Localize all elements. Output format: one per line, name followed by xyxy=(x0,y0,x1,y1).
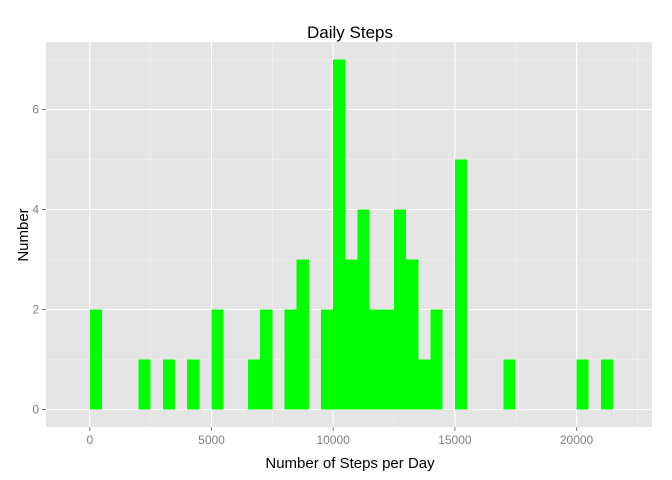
y-tick-label: 2 xyxy=(32,303,39,317)
histogram-bar xyxy=(381,309,395,410)
histogram-bar xyxy=(454,159,468,410)
x-tick-label: 15000 xyxy=(438,433,472,447)
histogram-bar xyxy=(503,359,516,410)
x-tick-label: 5000 xyxy=(198,433,225,447)
y-axis-title: Number xyxy=(15,208,32,261)
histogram-bar xyxy=(321,309,334,410)
histogram-bar xyxy=(138,359,151,410)
histogram-bar xyxy=(284,309,297,410)
histogram-bar xyxy=(418,359,431,410)
histogram-bar xyxy=(345,259,358,410)
histogram-bar xyxy=(333,59,346,410)
histogram-bar xyxy=(89,309,102,410)
histogram-bar xyxy=(248,359,261,410)
x-tick-label: 0 xyxy=(86,433,93,447)
y-tick-label: 6 xyxy=(32,103,39,117)
histogram-bar xyxy=(260,309,273,410)
histogram-bar xyxy=(357,209,370,410)
x-axis-title: Number of Steps per Day xyxy=(265,455,435,472)
histogram-bar xyxy=(211,309,224,410)
histogram-bar xyxy=(394,209,407,410)
x-axis-ticks: 0 5000 10000 15000 20000 xyxy=(86,427,594,447)
histogram-bar xyxy=(296,259,309,410)
y-axis-ticks: 0 2 4 6 xyxy=(32,103,46,417)
chart-title: Daily Steps xyxy=(307,23,393,42)
y-tick-label: 0 xyxy=(32,403,39,417)
histogram-bar xyxy=(187,359,200,410)
x-tick-label: 20000 xyxy=(560,433,594,447)
bars xyxy=(89,59,614,410)
y-tick-label: 4 xyxy=(32,203,39,217)
histogram-bar xyxy=(369,309,382,410)
histogram-bar xyxy=(406,259,419,410)
x-tick-label: 10000 xyxy=(316,433,350,447)
histogram-bar xyxy=(576,359,589,410)
histogram-bar xyxy=(600,359,614,410)
histogram-bar xyxy=(162,359,175,410)
histogram-bar xyxy=(430,309,443,410)
